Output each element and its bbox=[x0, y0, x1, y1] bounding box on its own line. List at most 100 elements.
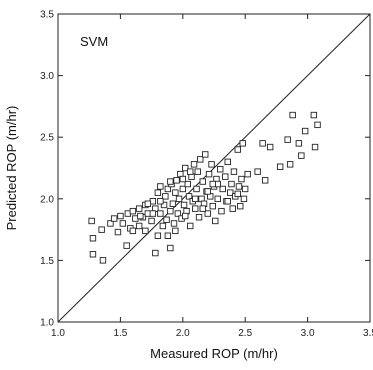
data-point bbox=[204, 210, 211, 217]
data-point bbox=[172, 189, 179, 196]
data-point bbox=[117, 212, 124, 220]
y-tick-label: 2.0 bbox=[40, 194, 54, 205]
data-point bbox=[202, 151, 209, 158]
data-point bbox=[289, 111, 296, 119]
data-point bbox=[148, 217, 155, 225]
data-point bbox=[185, 193, 193, 200]
data-point bbox=[149, 210, 157, 217]
data-point bbox=[167, 207, 174, 215]
data-point bbox=[169, 200, 177, 207]
data-point bbox=[197, 156, 204, 163]
data-point bbox=[173, 177, 180, 184]
data-point bbox=[170, 220, 178, 227]
y-tick-label: 2.5 bbox=[40, 133, 54, 144]
data-point bbox=[209, 202, 216, 210]
data-point bbox=[222, 173, 229, 180]
data-point bbox=[209, 180, 216, 188]
data-point bbox=[224, 158, 231, 166]
data-point bbox=[179, 175, 187, 183]
data-point bbox=[164, 185, 172, 193]
model-annotation: SVM bbox=[80, 34, 108, 49]
data-point bbox=[89, 251, 97, 258]
data-point bbox=[199, 178, 206, 185]
data-point bbox=[208, 161, 215, 168]
data-point bbox=[219, 185, 226, 193]
data-point bbox=[311, 143, 319, 151]
data-point bbox=[135, 205, 143, 212]
data-point bbox=[295, 140, 303, 147]
data-point bbox=[193, 185, 200, 193]
data-point bbox=[107, 220, 114, 227]
data-point bbox=[234, 146, 241, 153]
x-axis-label: Measured ROP (m/hr) bbox=[150, 346, 278, 361]
data-point bbox=[284, 136, 291, 143]
data-point bbox=[99, 257, 107, 264]
data-point bbox=[163, 216, 170, 223]
x-axis-ticks: 1.0 1.5 2.0 2.5 3.0 3.5 bbox=[51, 14, 373, 339]
data-point bbox=[182, 212, 189, 220]
data-point bbox=[254, 168, 261, 175]
data-point bbox=[205, 170, 213, 178]
data-point bbox=[175, 195, 183, 203]
y-axis-ticks: 1.0 1.5 2.0 2.5 3.0 3.5 bbox=[40, 10, 370, 329]
x-tick-label: 2.0 bbox=[176, 328, 190, 339]
data-point bbox=[228, 180, 235, 188]
data-point bbox=[164, 232, 172, 239]
data-point bbox=[135, 222, 143, 230]
data-point bbox=[142, 227, 149, 235]
data-point bbox=[310, 111, 318, 119]
data-point bbox=[276, 163, 284, 170]
data-point bbox=[195, 214, 203, 221]
data-point bbox=[172, 227, 179, 235]
data-point bbox=[240, 195, 248, 203]
y-tick-label: 3.5 bbox=[40, 10, 54, 21]
data-point bbox=[137, 212, 144, 220]
y-tick-label: 3.0 bbox=[40, 71, 54, 82]
data-point bbox=[160, 201, 168, 209]
x-tick-label: 3.0 bbox=[301, 328, 315, 339]
data-point bbox=[89, 235, 97, 242]
data-point bbox=[239, 140, 246, 147]
data-point bbox=[238, 175, 245, 183]
data-point bbox=[167, 244, 174, 252]
data-point bbox=[179, 185, 187, 193]
x-tick-label: 1.0 bbox=[51, 328, 65, 339]
data-points bbox=[88, 111, 321, 264]
data-point bbox=[199, 205, 206, 212]
data-point bbox=[88, 217, 95, 225]
data-point bbox=[218, 207, 225, 215]
data-point bbox=[204, 188, 211, 195]
data-point bbox=[162, 193, 169, 200]
data-point bbox=[98, 226, 105, 233]
data-point bbox=[298, 152, 305, 159]
data-point bbox=[157, 210, 164, 217]
data-point bbox=[244, 170, 251, 178]
data-point bbox=[230, 168, 238, 175]
data-point bbox=[174, 210, 182, 217]
data-point bbox=[167, 178, 174, 185]
data-point bbox=[180, 201, 188, 209]
data-point bbox=[237, 202, 244, 210]
data-point bbox=[159, 222, 167, 230]
data-point bbox=[192, 195, 199, 203]
y-tick-label: 1.0 bbox=[40, 318, 54, 329]
data-point bbox=[241, 185, 249, 193]
data-point bbox=[190, 161, 198, 168]
data-point bbox=[123, 242, 130, 249]
data-point bbox=[154, 232, 162, 239]
x-tick-label: 1.5 bbox=[113, 328, 127, 339]
data-point bbox=[212, 217, 219, 225]
data-point bbox=[184, 180, 191, 188]
data-point bbox=[110, 215, 118, 222]
data-point bbox=[314, 121, 321, 129]
data-point bbox=[235, 183, 243, 190]
data-point bbox=[266, 143, 274, 151]
data-point bbox=[129, 207, 137, 215]
data-point bbox=[144, 200, 152, 207]
data-point bbox=[192, 205, 199, 212]
data-point bbox=[234, 190, 241, 198]
plot-frame bbox=[57, 13, 371, 323]
data-point bbox=[214, 195, 221, 203]
x-tick-label: 2.5 bbox=[238, 328, 252, 339]
